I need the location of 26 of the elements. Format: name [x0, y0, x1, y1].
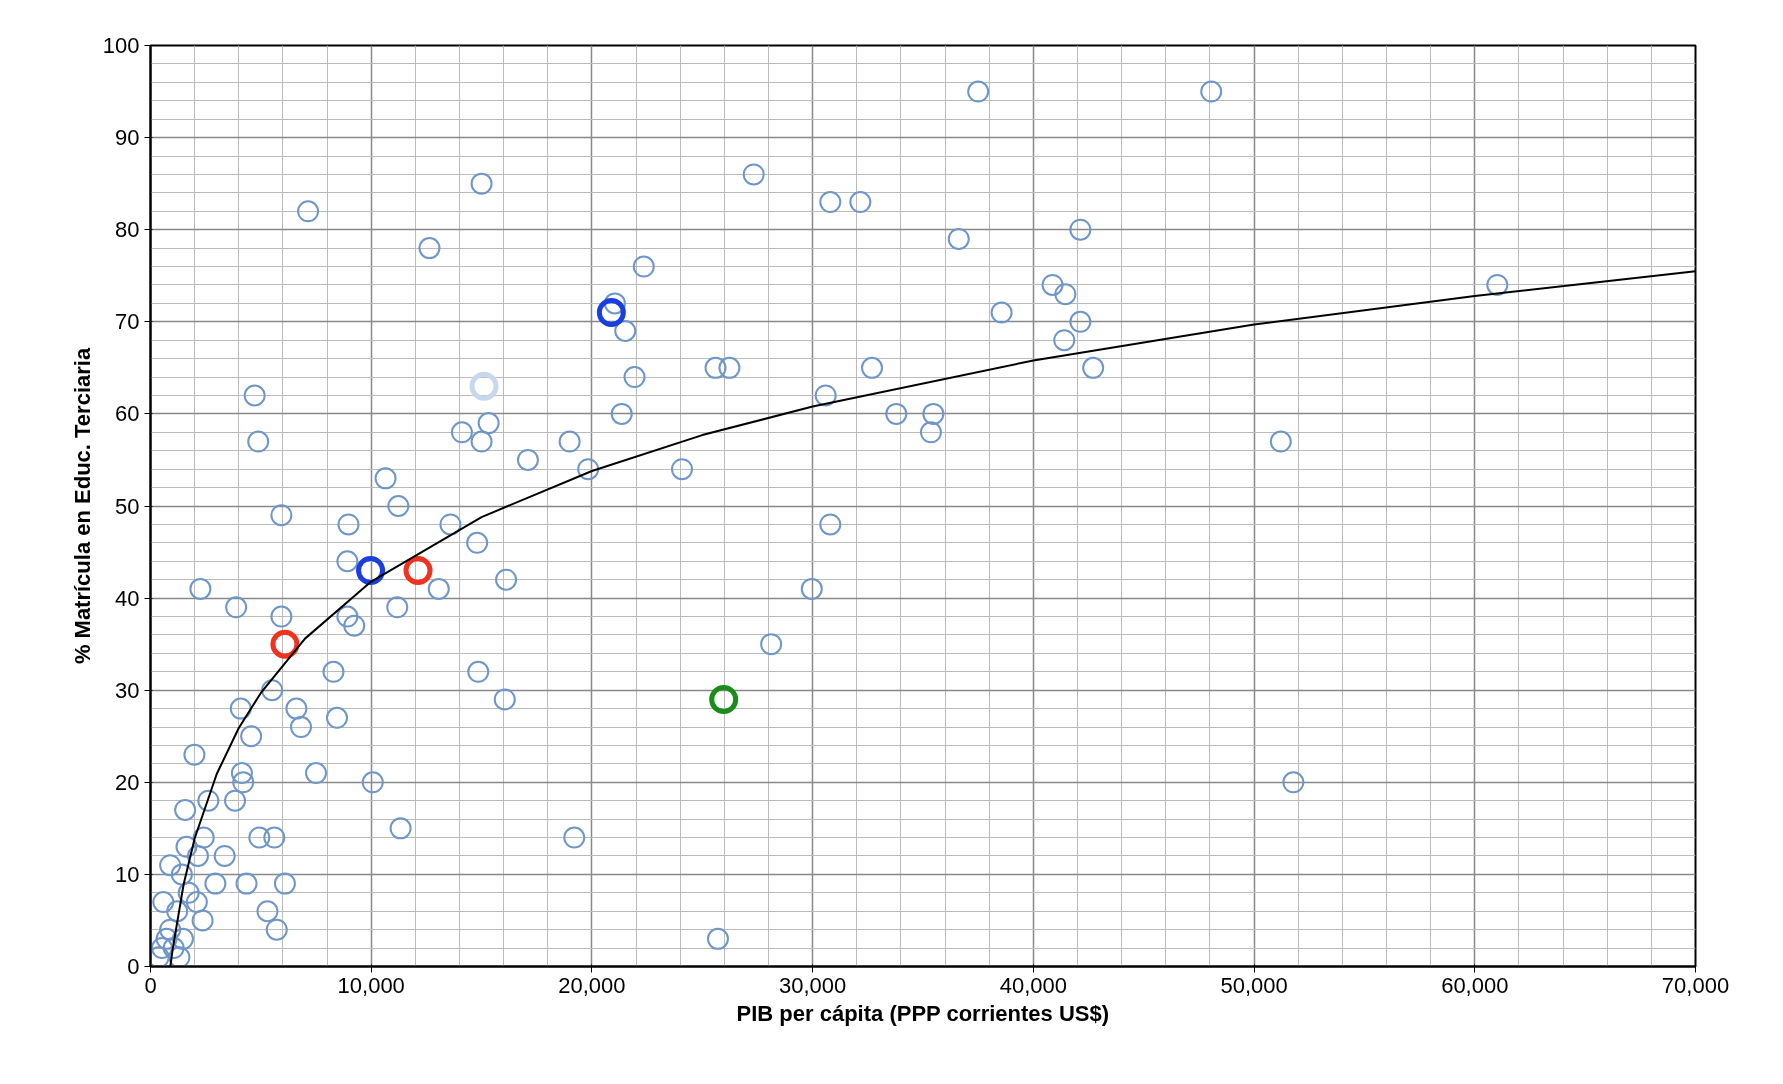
- y-tick-label: 20: [115, 769, 140, 795]
- x-tick-label: 40,000: [999, 972, 1068, 998]
- y-tick-label: 30: [115, 677, 140, 703]
- y-tick-label: 70: [115, 309, 140, 335]
- x-tick-label: 70,000: [1661, 972, 1730, 998]
- point: [403, 555, 433, 585]
- y-axis-title: % Matrícula en Educ. Terciaria: [69, 347, 95, 665]
- point: [596, 298, 626, 328]
- y-tick-label: 10: [115, 861, 140, 887]
- x-tick-label: 50,000: [1220, 972, 1288, 998]
- y-tick-label: 60: [115, 401, 140, 427]
- x-tick-label: 10,000: [337, 972, 405, 998]
- y-tick-label: 40: [115, 585, 140, 611]
- x-tick-label: 0: [144, 972, 157, 998]
- y-tick-label: 50: [115, 493, 140, 519]
- point: [356, 555, 386, 585]
- y-tick-label: 80: [115, 217, 140, 243]
- x-tick-label: 30,000: [779, 972, 847, 998]
- y-tick-label: 0: [127, 954, 140, 979]
- point: [469, 371, 499, 401]
- point: [709, 684, 739, 714]
- x-tick-label: 60,000: [1441, 972, 1509, 998]
- y-tick-label: 100: [102, 33, 140, 58]
- x-tick-label: 20,000: [558, 972, 626, 998]
- y-tick-label: 90: [115, 125, 140, 151]
- x-axis-title: PIB per cápita (PPP corrientes US$): [736, 1000, 1110, 1026]
